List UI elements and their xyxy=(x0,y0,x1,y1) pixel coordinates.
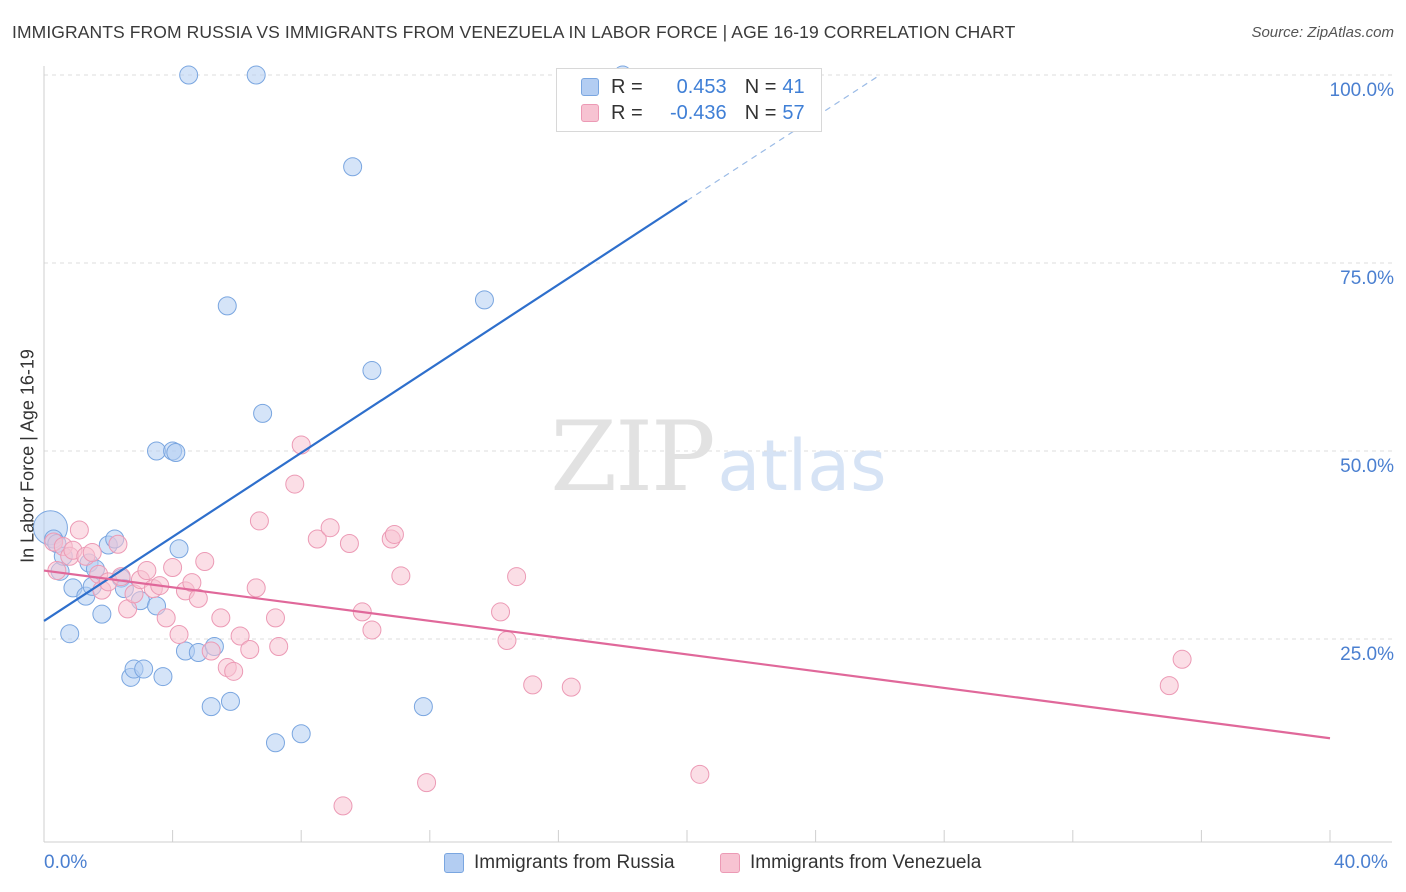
russia-point xyxy=(201,697,221,717)
series-label-venezuela: Immigrants from Venezuela xyxy=(750,852,982,873)
venezuela-point xyxy=(163,558,183,578)
venezuela-point xyxy=(285,474,305,494)
venezuela-point xyxy=(69,520,89,540)
russia-point xyxy=(343,157,363,177)
russia-point xyxy=(474,290,494,310)
x-tick-label-max: 40.0% xyxy=(1334,852,1388,873)
series-legend-venezuela[interactable]: Immigrants from Venezuela xyxy=(720,852,981,874)
venezuela-point xyxy=(561,677,581,697)
venezuela-point xyxy=(201,641,221,661)
legend-n-label: N = xyxy=(744,75,777,98)
venezuela-point xyxy=(384,524,404,544)
venezuela-point xyxy=(188,588,208,608)
russia-point xyxy=(134,659,154,679)
venezuela-point xyxy=(211,608,231,628)
grid-layer xyxy=(44,74,1392,640)
venezuela-point xyxy=(497,630,517,650)
venezuela-point xyxy=(82,543,102,563)
venezuela-trend-line xyxy=(43,569,1331,740)
series-label-russia: Immigrants from Russia xyxy=(474,852,675,873)
legend-swatch-russia xyxy=(581,78,599,96)
chart-source: Source: ZipAtlas.com xyxy=(1251,24,1394,41)
russia-point xyxy=(246,65,266,85)
series-swatch-venezuela xyxy=(720,853,740,873)
venezuela-point xyxy=(1172,649,1192,669)
legend-n-value-venezuela: 57 xyxy=(782,101,805,124)
russia-point xyxy=(166,443,186,463)
venezuela-point xyxy=(523,675,543,695)
russia-point xyxy=(60,624,80,644)
russia-point xyxy=(362,361,382,381)
venezuela-point xyxy=(269,637,289,656)
venezuela-point xyxy=(339,533,359,553)
series-legend: Immigrants from Russia Immigrants from V… xyxy=(0,852,1406,878)
venezuela-point xyxy=(491,602,511,622)
venezuela-point xyxy=(240,640,260,660)
russia-trend-line xyxy=(43,199,688,622)
legend-r-value-venezuela: -0.436 xyxy=(669,101,727,124)
venezuela-point xyxy=(320,518,340,538)
y-tick-label: 100.0% xyxy=(1329,80,1394,102)
russia-point xyxy=(413,697,433,717)
y-tick-label: 50.0% xyxy=(1340,456,1394,477)
venezuela-point xyxy=(195,552,215,572)
venezuela-point xyxy=(307,529,327,549)
legend-row-russia: R = 0.453 N = 41 xyxy=(581,74,805,100)
venezuela-point xyxy=(507,567,527,587)
legend-n-value-russia: 41 xyxy=(782,75,805,98)
stats-legend: R = 0.453 N = 41 R = -0.436 N = 57 xyxy=(556,68,822,132)
venezuela-point xyxy=(690,764,710,784)
venezuela-point xyxy=(417,773,437,793)
legend-r-label: R = xyxy=(611,101,643,124)
russia-point xyxy=(169,539,189,559)
venezuela-point xyxy=(391,566,411,586)
watermark: ZIP xyxy=(550,401,713,513)
venezuela-point xyxy=(156,608,176,628)
venezuela-point xyxy=(230,626,250,646)
russia-point xyxy=(291,724,311,744)
series-swatch-russia xyxy=(444,853,464,873)
trend-layer xyxy=(43,74,1331,740)
russia-point xyxy=(153,667,173,687)
russia-point xyxy=(92,604,112,624)
venezuela-point xyxy=(291,435,311,455)
venezuela-point xyxy=(1159,676,1179,696)
points-layer xyxy=(32,65,1192,816)
y-tick-label: 25.0% xyxy=(1340,643,1394,665)
russia-point xyxy=(217,296,237,316)
venezuela-point xyxy=(265,608,285,628)
russia-point xyxy=(179,65,199,85)
venezuela-point xyxy=(224,661,244,681)
watermark-atlas: atlas xyxy=(717,425,886,507)
venezuela-point xyxy=(249,511,269,531)
legend-r-label: R = xyxy=(611,75,643,98)
russia-point xyxy=(220,691,240,711)
legend-n-label: N = xyxy=(744,101,777,124)
venezuela-point xyxy=(246,578,266,598)
x-tick-label-min: 0.0% xyxy=(44,852,88,873)
russia-trend-extension xyxy=(686,74,881,202)
venezuela-point xyxy=(333,796,353,816)
chart-title: IMMIGRANTS FROM RUSSIA VS IMMIGRANTS FRO… xyxy=(12,22,1016,42)
legend-r-value-russia: 0.453 xyxy=(676,75,727,98)
venezuela-point xyxy=(108,534,128,554)
venezuela-point xyxy=(169,624,189,644)
legend-row-venezuela: R = -0.436 N = 57 xyxy=(581,100,805,126)
legend-swatch-venezuela xyxy=(581,104,599,122)
y-axis-label: In Labor Force | Age 16-19 xyxy=(17,349,38,563)
russia-point xyxy=(253,403,273,423)
venezuela-point xyxy=(137,561,157,581)
axis-layer xyxy=(43,66,1392,843)
series-legend-russia[interactable]: Immigrants from Russia xyxy=(444,852,675,874)
y-tick-label: 75.0% xyxy=(1340,268,1394,290)
russia-point xyxy=(265,733,285,753)
venezuela-point xyxy=(362,620,382,640)
russia-point xyxy=(147,441,167,461)
